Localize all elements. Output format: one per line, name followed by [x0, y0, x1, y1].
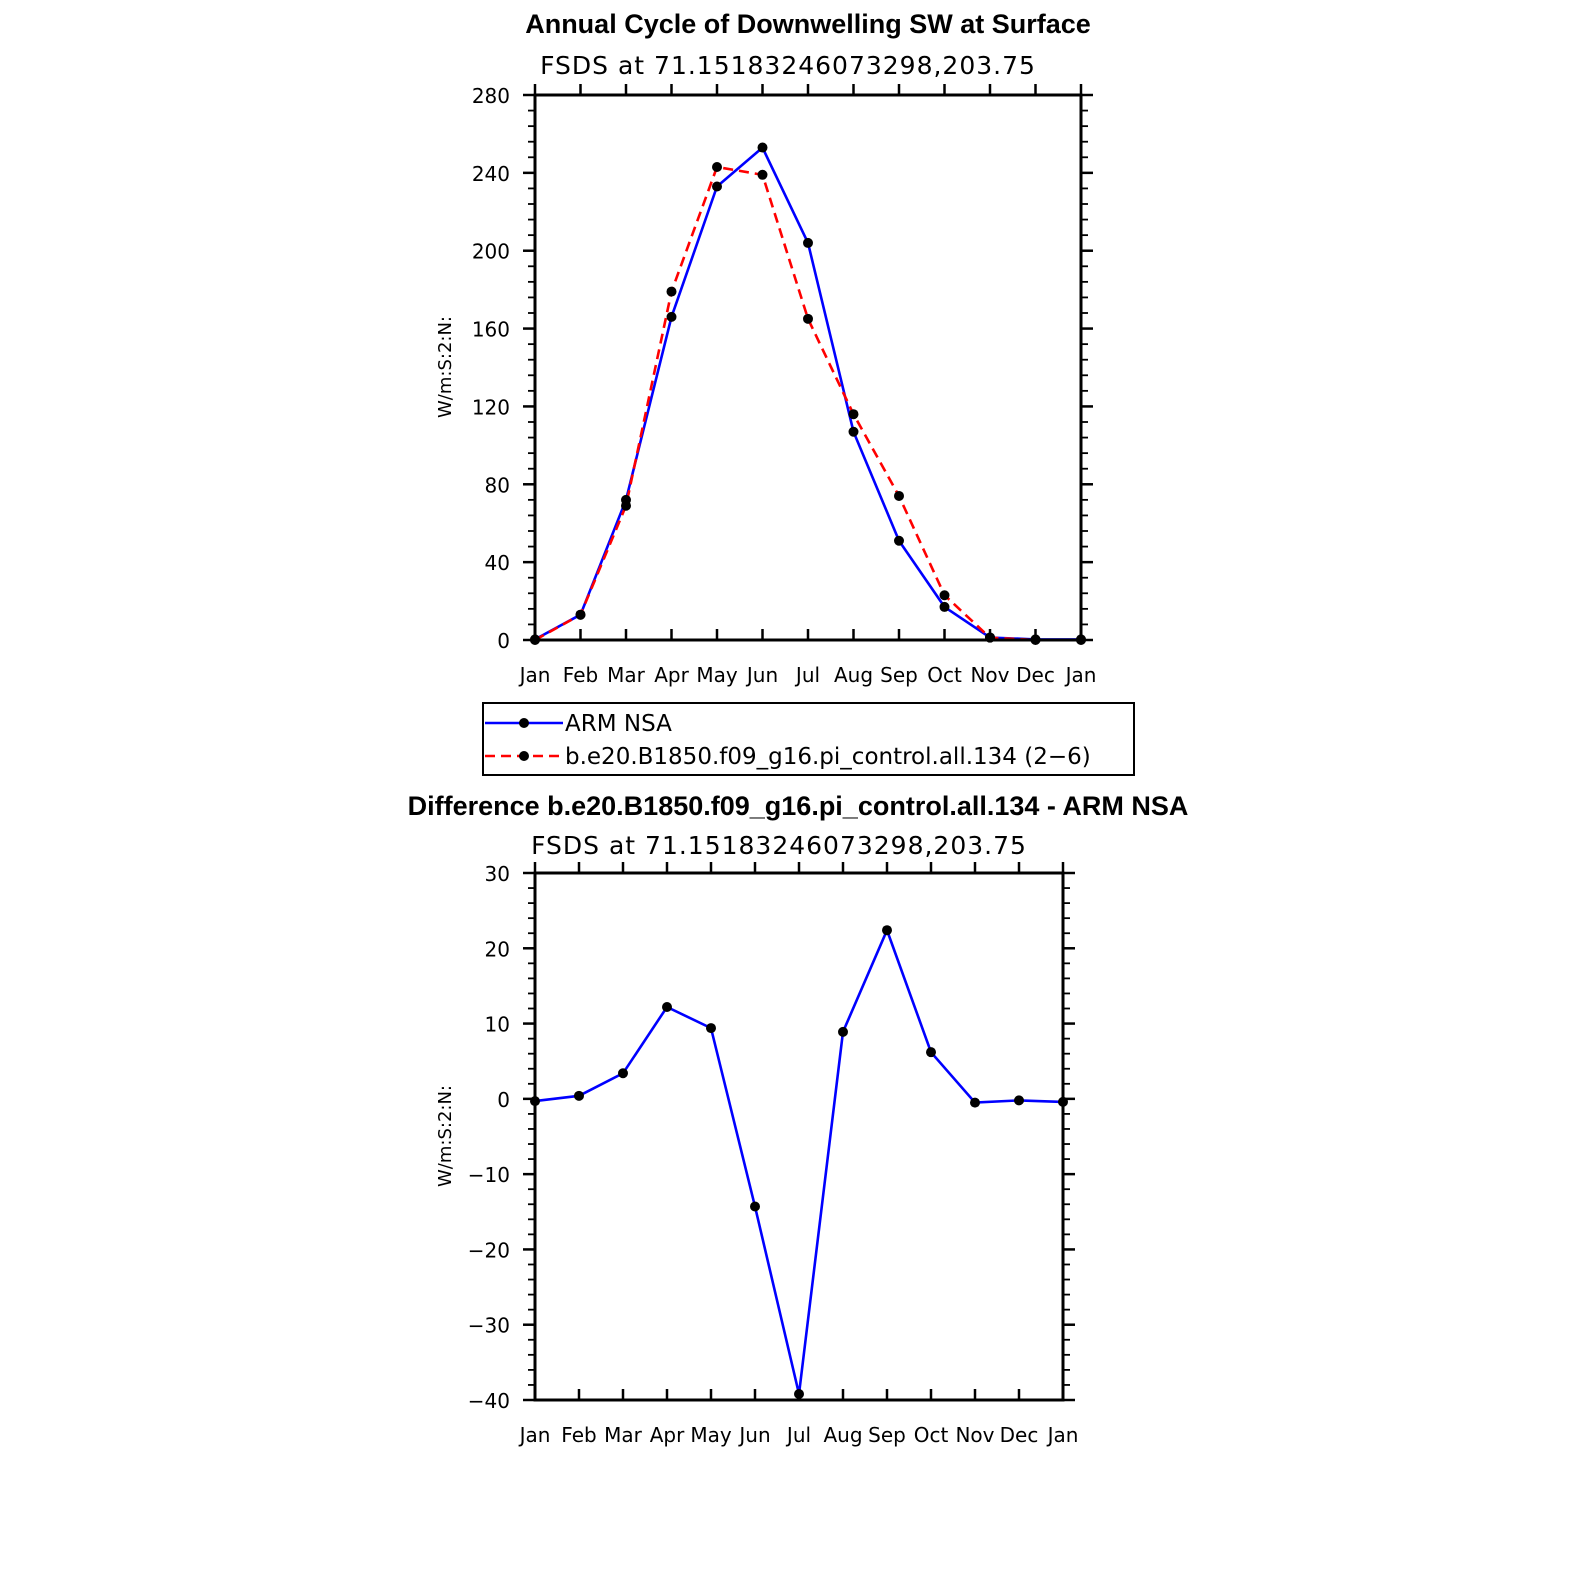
data-point [926, 1047, 936, 1058]
data-point [575, 609, 586, 620]
y-axis-label: W/m:S:2:N: [435, 316, 456, 418]
x-tick-label: May [690, 1423, 732, 1447]
data-point [712, 162, 722, 173]
x-tick-label: Jul [785, 1423, 811, 1447]
x-tick-label: Dec [1016, 663, 1055, 687]
difference-panel: Difference b.e20.B1850.f09_g16.pi_contro… [408, 791, 1189, 1447]
y-tick-label: 80 [485, 473, 510, 497]
data-point [848, 409, 859, 420]
data-point [621, 500, 631, 511]
data-point [939, 601, 950, 612]
data-point [882, 925, 892, 936]
x-tick-label: Jun [737, 1423, 770, 1447]
plot-frame [533, 871, 1065, 1402]
data-point [894, 490, 904, 501]
data-point [803, 313, 813, 324]
legend: ARM NSA b.e20.B1850.f09_g16.pi_control.a… [482, 702, 1135, 776]
x-tick-label: Sep [880, 663, 918, 687]
x-tick-label: Feb [561, 1423, 596, 1447]
x-tick-label: Jul [794, 663, 820, 687]
x-tick-label: Jan [1046, 1423, 1079, 1447]
data-point [803, 237, 813, 248]
x-tick-label: Mar [607, 663, 646, 687]
x-tick-label: Dec [1000, 1423, 1039, 1447]
x-tick-label: Nov [970, 663, 1009, 687]
x-tick-label: Apr [654, 663, 689, 687]
legend-marker [519, 718, 529, 728]
data-point [662, 1002, 672, 1013]
x-tick-label: Oct [927, 663, 962, 687]
x-tick-label: Oct [914, 1423, 949, 1447]
x-tick-label: Aug [834, 663, 873, 687]
plot-frame [533, 93, 1083, 642]
y-tick-label: 30 [485, 862, 510, 886]
panel-title: Annual Cycle of Downwelling SW at Surfac… [525, 9, 1091, 39]
y-tick-label: 0 [497, 629, 510, 653]
data-point [666, 286, 677, 297]
legend-marker [519, 751, 529, 761]
y-tick-label: −20 [468, 1238, 510, 1262]
data-point [848, 426, 859, 437]
x-tick-label: Jan [518, 663, 551, 687]
legend-box [482, 702, 1135, 776]
series-line-0 [534, 926, 1064, 1395]
legend-label: ARM NSA [565, 711, 672, 737]
y-axis-label: W/m:S:2:N: [435, 1085, 456, 1187]
x-tick-label: Jan [1064, 663, 1097, 687]
x-tick-label: Apr [650, 1423, 685, 1447]
legend-entry-model: b.e20.B1850.f09_g16.pi_control.all.134 (… [485, 744, 1091, 770]
y-tick-label: −10 [468, 1163, 510, 1187]
x-tick-label: Feb [563, 663, 598, 687]
panel-subtitle: FSDS at 71.15183246073298,203.75 [531, 831, 1027, 860]
y-tick-label: 200 [472, 240, 510, 264]
data-point [894, 535, 904, 546]
data-point [666, 311, 677, 322]
x-tick-label: Jun [745, 663, 778, 687]
y-tick-label: −30 [468, 1314, 510, 1338]
annual-cycle-panel: Annual Cycle of Downwelling SW at Surfac… [435, 9, 1135, 776]
y-tick-label: 120 [472, 395, 510, 419]
legend-label: b.e20.B1850.f09_g16.pi_control.all.134 (… [565, 744, 1091, 770]
y-tick-label: 160 [472, 318, 510, 342]
data-point [1014, 1095, 1024, 1106]
x-tick-label: Mar [604, 1423, 643, 1447]
data-point [757, 142, 768, 153]
y-tick-label: 240 [472, 162, 510, 186]
data-point [750, 1201, 760, 1212]
data-point [794, 1388, 804, 1399]
data-point [970, 1097, 980, 1108]
x-tick-label: Nov [955, 1423, 994, 1447]
y-tick-label: 40 [485, 551, 510, 575]
x-tick-label: Aug [823, 1423, 862, 1447]
data-point [574, 1090, 584, 1101]
data-point [706, 1023, 716, 1034]
y-tick-label: 20 [485, 937, 510, 961]
data-point [838, 1026, 848, 1037]
y-tick-label: 10 [485, 1013, 510, 1037]
y-tick-label: 0 [497, 1088, 510, 1112]
x-tick-label: Jan [518, 1423, 551, 1447]
panel-subtitle: FSDS at 71.15183246073298,203.75 [540, 51, 1036, 80]
data-point [618, 1068, 628, 1079]
panel-title: Difference b.e20.B1850.f09_g16.pi_contro… [408, 791, 1189, 821]
y-tick-label: 280 [472, 84, 510, 108]
data-point [939, 590, 950, 601]
data-point [712, 181, 722, 192]
x-tick-label: Sep [868, 1423, 906, 1447]
series-line-0 [534, 145, 1081, 641]
x-tick-label: May [696, 663, 738, 687]
legend-entry-arm-nsa: ARM NSA [485, 711, 672, 737]
data-point [757, 169, 768, 180]
y-tick-label: −40 [468, 1389, 510, 1413]
